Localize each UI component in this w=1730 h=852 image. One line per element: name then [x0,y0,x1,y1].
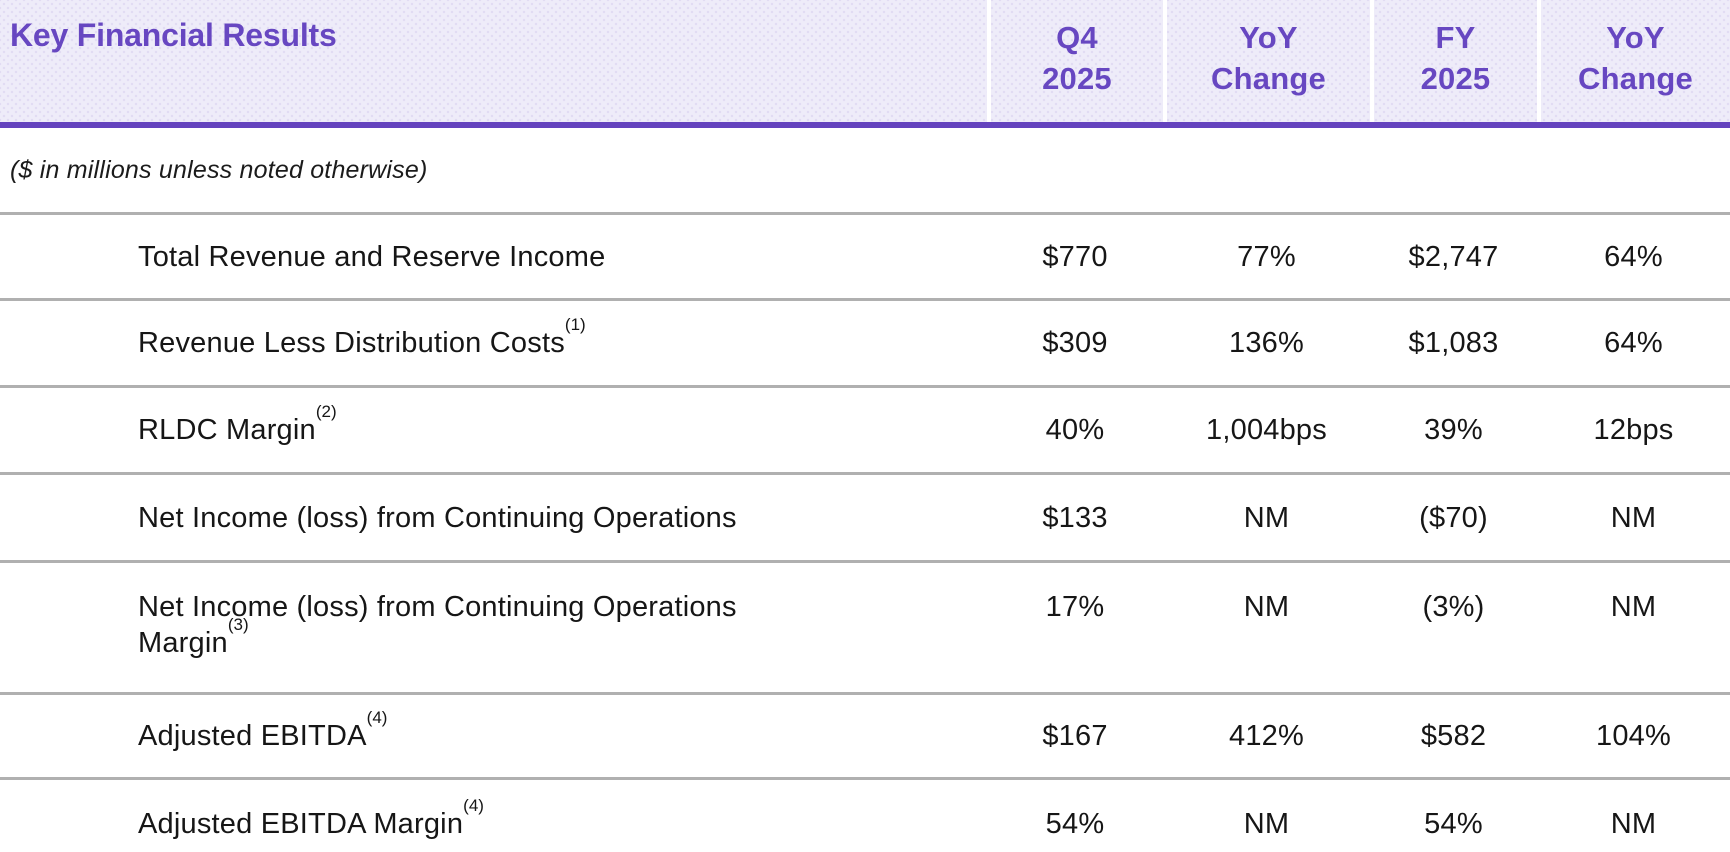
footnote-marker: (4) [366,708,388,728]
cell-q4-yoy-change: NM [1243,501,1290,534]
cell-q4-value: 40% [1045,414,1105,446]
column-header-q4-yoy-change: YoY Change [1163,0,1370,122]
column-header-q4-2025: Q4 2025 [987,0,1163,122]
cell-q4-yoy-change: 136% [1229,327,1304,359]
row-label: Adjusted EBITDA(4) [138,708,388,752]
row-label: Total Revenue and Reserve Income [138,240,606,273]
cell-fy-yoy-change: 64% [1604,327,1663,359]
cell-q4-value: 54% [1045,807,1105,840]
cell-fy-value: 54% [1424,807,1483,840]
cell-fy-yoy-change: 104% [1596,720,1671,752]
cell-q4-value: $309 [1042,327,1108,359]
footnote-marker: (4) [463,795,484,815]
header-underline [0,122,1730,128]
cell-fy-value: (3%) [1422,591,1485,623]
cell-fy-value: $582 [1420,720,1487,752]
table-row-net-income: Net Income (loss) from Continuing Operat… [0,472,1730,560]
cell-fy-yoy-change: 64% [1604,240,1663,273]
cell-q4-yoy-change: 77% [1237,240,1296,273]
row-label: Net Income (loss) from Continuing Operat… [138,501,737,534]
cell-fy-value: ($70) [1419,501,1488,534]
table-header: Key Financial Results Q4 2025 YoY Change… [0,0,1730,122]
column-header-fy-2025: FY 2025 [1370,0,1537,122]
row-label: RLDC Margin(2) [138,402,337,446]
table-row-adjusted-ebitda: Adjusted EBITDA(4) $167 412% $582 104% [0,692,1730,777]
column-header-fy-yoy-change: YoY Change [1537,0,1730,122]
cell-q4-yoy-change: 1,004bps [1206,414,1327,446]
cell-fy-value: $2,747 [1408,240,1499,273]
cell-fy-value: 39% [1424,414,1483,446]
cell-q4-value: $167 [1042,720,1108,752]
table-row-adjusted-ebitda-margin: Adjusted EBITDA Margin(4) 54% NM 54% NM [0,777,1730,852]
table-row-total-revenue: Total Revenue and Reserve Income $770 77… [0,212,1730,298]
cell-fy-yoy-change: NM [1610,807,1657,840]
footnote-marker: (1) [564,315,586,335]
cell-fy-yoy-change: NM [1610,501,1657,534]
row-label: Adjusted EBITDA Margin(4) [138,795,484,840]
cell-q4-value: $133 [1042,501,1108,534]
footnote-marker: (3) [227,615,249,635]
table-row-net-income-margin: Net Income (loss) from Continuing Operat… [0,560,1730,692]
row-label: Net Income (loss) from Continuing Operat… [138,591,737,659]
table-row-rldc-margin: RLDC Margin(2) 40% 1,004bps 39% 12bps [0,385,1730,472]
cell-fy-yoy-change: NM [1610,591,1657,623]
cell-q4-value: $770 [1042,240,1108,273]
page-title: Key Financial Results [10,17,337,53]
cell-fy-yoy-change: 12bps [1593,414,1674,446]
cell-q4-yoy-change: NM [1243,807,1290,840]
cell-q4-yoy-change: NM [1243,591,1290,623]
footnote-marker: (2) [315,402,337,422]
row-label: Revenue Less Distribution Costs(1) [138,315,586,359]
table-row-rldc: Revenue Less Distribution Costs(1) $309 … [0,298,1730,385]
cell-q4-value: 17% [1045,591,1105,623]
units-note: ($ in millions unless noted otherwise) [10,155,428,184]
cell-fy-value: $1,083 [1408,327,1499,359]
cell-q4-yoy-change: 412% [1229,720,1304,752]
